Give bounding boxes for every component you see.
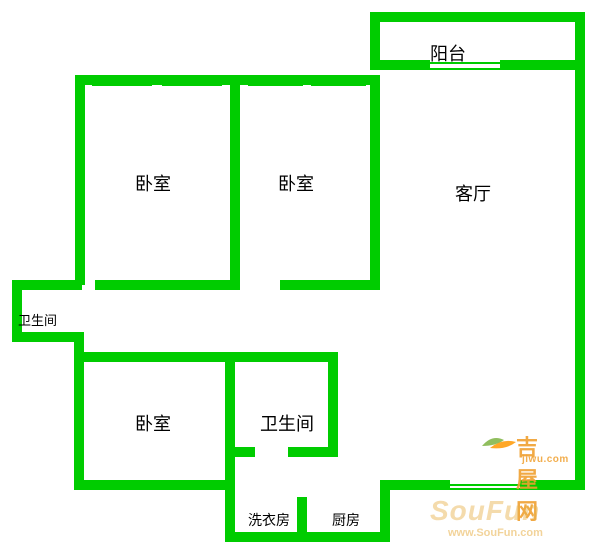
wall-segment bbox=[225, 352, 235, 500]
window-line bbox=[92, 84, 152, 86]
window-line bbox=[450, 488, 520, 490]
wall-segment bbox=[575, 12, 585, 490]
wall-segment bbox=[370, 75, 380, 290]
room-label-bathroom2: 卫生间 bbox=[260, 410, 314, 436]
wall-segment bbox=[288, 447, 338, 457]
window-line bbox=[450, 484, 520, 486]
watermark-jiwu-sub: jiwu.com bbox=[522, 454, 569, 465]
window-line bbox=[311, 84, 366, 86]
watermark-soufun-sub: www.SouFun.com bbox=[448, 527, 543, 539]
wall-segment bbox=[95, 280, 240, 290]
wall-segment bbox=[225, 490, 235, 538]
wall-segment bbox=[225, 447, 255, 457]
wall-segment bbox=[230, 75, 240, 290]
wall-segment bbox=[12, 332, 82, 342]
wall-segment bbox=[297, 497, 307, 533]
window-line bbox=[162, 78, 222, 80]
room-label-balcony: 阳台 bbox=[430, 40, 466, 66]
wall-segment bbox=[12, 280, 82, 290]
leaf-icon bbox=[480, 432, 520, 452]
wall-segment bbox=[74, 352, 232, 362]
window-line bbox=[248, 78, 303, 80]
wall-segment bbox=[280, 280, 380, 290]
window-line bbox=[162, 484, 217, 486]
wall-segment bbox=[380, 480, 450, 490]
wall-segment bbox=[500, 60, 575, 70]
watermark-soufun-text: SouFun bbox=[430, 495, 540, 527]
window-line bbox=[92, 78, 152, 80]
watermark-jiwu-text: 吉屋网 bbox=[516, 430, 538, 526]
window-line bbox=[430, 68, 500, 70]
window-line bbox=[248, 84, 303, 86]
room-label-kitchen: 厨房 bbox=[332, 510, 360, 530]
wall-segment bbox=[225, 352, 338, 362]
room-label-bedroom2: 卧室 bbox=[278, 170, 314, 196]
window-line bbox=[162, 84, 222, 86]
room-label-laundry: 洗衣房 bbox=[248, 510, 290, 530]
wall-segment bbox=[370, 12, 585, 22]
window-line bbox=[92, 484, 152, 486]
wall-segment bbox=[75, 75, 85, 285]
wall-segment bbox=[328, 352, 338, 452]
wall-segment bbox=[520, 480, 585, 490]
room-label-bathroom1: 卫生间 bbox=[18, 310, 57, 329]
window-line bbox=[92, 488, 152, 490]
wall-segment bbox=[370, 60, 430, 70]
window-line bbox=[311, 78, 366, 80]
room-label-living_room: 客厅 bbox=[455, 180, 491, 206]
window-line bbox=[162, 488, 217, 490]
wall-segment bbox=[225, 532, 390, 542]
room-label-bedroom3: 卧室 bbox=[135, 410, 171, 436]
room-label-bedroom1: 卧室 bbox=[135, 170, 171, 196]
